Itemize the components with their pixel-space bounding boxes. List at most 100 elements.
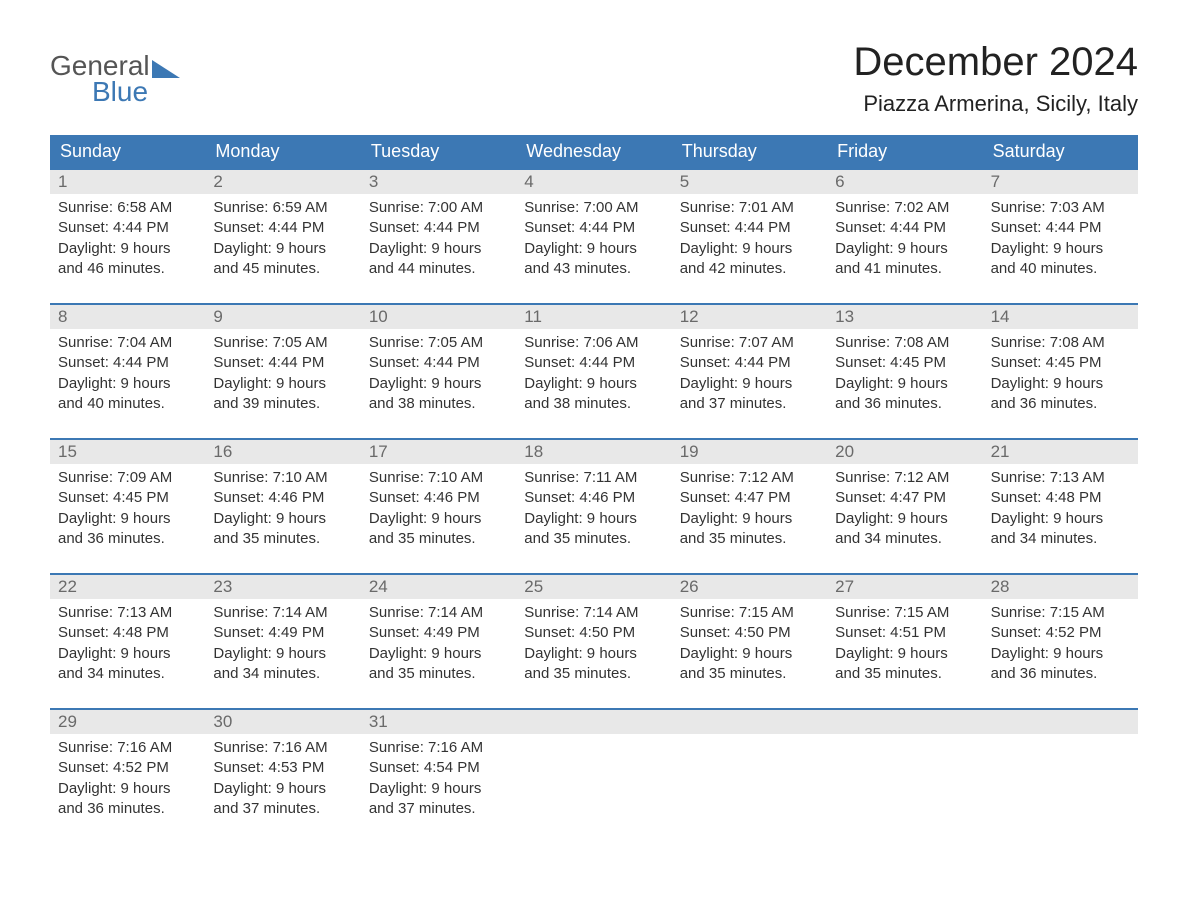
week-row: 22Sunrise: 7:13 AMSunset: 4:48 PMDayligh… — [50, 573, 1138, 692]
sunset-text: Sunset: 4:54 PM — [369, 758, 508, 778]
day-cell: 31 Sunrise: 7:16 AMSunset: 4:54 PMDayligh… — [361, 710, 516, 827]
daylight-text: Daylight: 9 hours and 34 minutes. — [213, 644, 352, 685]
sunset-text: Sunset: 4:46 PM — [369, 488, 508, 508]
day-body: Sunrise: 7:16 AMSunset: 4:53 PMDaylight:… — [205, 734, 360, 827]
daylight-text: Daylight: 9 hours and 34 minutes. — [58, 644, 197, 685]
day-header: Friday — [827, 135, 982, 168]
day-body: Sunrise: 7:10 AMSunset: 4:46 PMDaylight:… — [205, 464, 360, 557]
day-cell — [672, 710, 827, 827]
sunrise-text: Sunrise: 7:05 AM — [213, 333, 352, 353]
daylight-text: Daylight: 9 hours and 40 minutes. — [58, 374, 197, 415]
day-number: 13 — [827, 305, 982, 329]
day-cell: 26Sunrise: 7:15 AMSunset: 4:50 PMDayligh… — [672, 575, 827, 692]
day-number: 4 — [516, 170, 671, 194]
daylight-text: Daylight: 9 hours and 42 minutes. — [680, 239, 819, 280]
day-body: Sunrise: 7:02 AMSunset: 4:44 PMDaylight:… — [827, 194, 982, 287]
sunrise-text: Sunrise: 7:12 AM — [680, 468, 819, 488]
daylight-text: Daylight: 9 hours and 34 minutes. — [835, 509, 974, 550]
sunrise-text: Sunrise: 7:10 AM — [369, 468, 508, 488]
day-number — [983, 710, 1138, 734]
sunset-text: Sunset: 4:50 PM — [680, 623, 819, 643]
day-cell: 24Sunrise: 7:14 AMSunset: 4:49 PMDayligh… — [361, 575, 516, 692]
logo: General Blue — [50, 40, 180, 108]
daylight-text: Daylight: 9 hours and 44 minutes. — [369, 239, 508, 280]
sunset-text: Sunset: 4:44 PM — [524, 353, 663, 373]
day-header: Saturday — [983, 135, 1138, 168]
day-cell: 27Sunrise: 7:15 AMSunset: 4:51 PMDayligh… — [827, 575, 982, 692]
day-number: 20 — [827, 440, 982, 464]
sunrise-text: Sunrise: 7:02 AM — [835, 198, 974, 218]
day-body: Sunrise: 7:05 AMSunset: 4:44 PMDaylight:… — [361, 329, 516, 422]
day-number: 2 — [205, 170, 360, 194]
daylight-text: Daylight: 9 hours and 36 minutes. — [991, 374, 1130, 415]
sunrise-text: Sunrise: 7:08 AM — [991, 333, 1130, 353]
sunset-text: Sunset: 4:44 PM — [58, 218, 197, 238]
day-cell: 7Sunrise: 7:03 AMSunset: 4:44 PMDaylight… — [983, 170, 1138, 287]
daylight-text: Daylight: 9 hours and 35 minutes. — [835, 644, 974, 685]
day-body: Sunrise: 7:11 AMSunset: 4:46 PMDaylight:… — [516, 464, 671, 557]
day-cell: 17Sunrise: 7:10 AMSunset: 4:46 PMDayligh… — [361, 440, 516, 557]
sunset-text: Sunset: 4:44 PM — [58, 353, 197, 373]
daylight-text: Daylight: 9 hours and 36 minutes. — [58, 509, 197, 550]
day-body: Sunrise: 6:58 AMSunset: 4:44 PMDaylight:… — [50, 194, 205, 287]
day-cell: 30Sunrise: 7:16 AMSunset: 4:53 PMDayligh… — [205, 710, 360, 827]
sunrise-text: Sunrise: 7:16 AM — [58, 738, 197, 758]
sunset-text: Sunset: 4:47 PM — [835, 488, 974, 508]
sunrise-text: Sunrise: 7:16 AM — [369, 738, 508, 758]
day-body: Sunrise: 7:04 AMSunset: 4:44 PMDaylight:… — [50, 329, 205, 422]
day-number: 6 — [827, 170, 982, 194]
day-body: Sunrise: 7:10 AMSunset: 4:46 PMDaylight:… — [361, 464, 516, 557]
day-cell: 29Sunrise: 7:16 AMSunset: 4:52 PMDayligh… — [50, 710, 205, 827]
sunrise-text: Sunrise: 6:58 AM — [58, 198, 197, 218]
sunrise-text: Sunrise: 7:04 AM — [58, 333, 197, 353]
sunrise-text: Sunrise: 7:09 AM — [58, 468, 197, 488]
day-body: Sunrise: 7:08 AMSunset: 4:45 PMDaylight:… — [827, 329, 982, 422]
daylight-text: Daylight: 9 hours and 37 minutes. — [213, 779, 352, 820]
week-row: 29Sunrise: 7:16 AMSunset: 4:52 PMDayligh… — [50, 708, 1138, 827]
day-cell: 10Sunrise: 7:05 AMSunset: 4:44 PMDayligh… — [361, 305, 516, 422]
daylight-text: Daylight: 9 hours and 34 minutes. — [991, 509, 1130, 550]
sunrise-text: Sunrise: 7:00 AM — [369, 198, 508, 218]
day-body: Sunrise: 6:59 AMSunset: 4:44 PMDaylight:… — [205, 194, 360, 287]
sunset-text: Sunset: 4:47 PM — [680, 488, 819, 508]
day-body: Sunrise: 7:16 AMSunset: 4:52 PMDaylight:… — [50, 734, 205, 827]
daylight-text: Daylight: 9 hours and 39 minutes. — [213, 374, 352, 415]
day-number: 12 — [672, 305, 827, 329]
day-cell: 3Sunrise: 7:00 AMSunset: 4:44 PMDaylight… — [361, 170, 516, 287]
day-cell: 5Sunrise: 7:01 AMSunset: 4:44 PMDaylight… — [672, 170, 827, 287]
sunrise-text: Sunrise: 7:07 AM — [680, 333, 819, 353]
sunrise-text: Sunrise: 7:01 AM — [680, 198, 819, 218]
sunset-text: Sunset: 4:44 PM — [680, 218, 819, 238]
day-number: 16 — [205, 440, 360, 464]
week-row: 15Sunrise: 7:09 AMSunset: 4:45 PMDayligh… — [50, 438, 1138, 557]
day-number: 21 — [983, 440, 1138, 464]
day-number: 17 — [361, 440, 516, 464]
day-number: 22 — [50, 575, 205, 599]
sunset-text: Sunset: 4:48 PM — [991, 488, 1130, 508]
sunset-text: Sunset: 4:46 PM — [524, 488, 663, 508]
day-cell: 12Sunrise: 7:07 AMSunset: 4:44 PMDayligh… — [672, 305, 827, 422]
day-cell — [827, 710, 982, 827]
day-header: Sunday — [50, 135, 205, 168]
day-body: Sunrise: 7:01 AMSunset: 4:44 PMDaylight:… — [672, 194, 827, 287]
day-header: Monday — [205, 135, 360, 168]
day-number: 27 — [827, 575, 982, 599]
daylight-text: Daylight: 9 hours and 37 minutes. — [369, 779, 508, 820]
day-body: Sunrise: 7:15 AMSunset: 4:52 PMDaylight:… — [983, 599, 1138, 692]
day-body: Sunrise: 7:14 AMSunset: 4:49 PMDaylight:… — [361, 599, 516, 692]
day-cell: 13Sunrise: 7:08 AMSunset: 4:45 PMDayligh… — [827, 305, 982, 422]
day-cell — [516, 710, 671, 827]
day-cell: 22Sunrise: 7:13 AMSunset: 4:48 PMDayligh… — [50, 575, 205, 692]
day-header: Tuesday — [361, 135, 516, 168]
day-header-row: Sunday Monday Tuesday Wednesday Thursday… — [50, 135, 1138, 168]
sunset-text: Sunset: 4:44 PM — [991, 218, 1130, 238]
daylight-text: Daylight: 9 hours and 35 minutes. — [680, 644, 819, 685]
daylight-text: Daylight: 9 hours and 43 minutes. — [524, 239, 663, 280]
daylight-text: Daylight: 9 hours and 38 minutes. — [369, 374, 508, 415]
sunrise-text: Sunrise: 7:12 AM — [835, 468, 974, 488]
week-row: 8Sunrise: 7:04 AMSunset: 4:44 PMDaylight… — [50, 303, 1138, 422]
day-header: Thursday — [672, 135, 827, 168]
day-number: 1 — [50, 170, 205, 194]
day-number: 31 — [361, 710, 516, 734]
sunrise-text: Sunrise: 7:11 AM — [524, 468, 663, 488]
